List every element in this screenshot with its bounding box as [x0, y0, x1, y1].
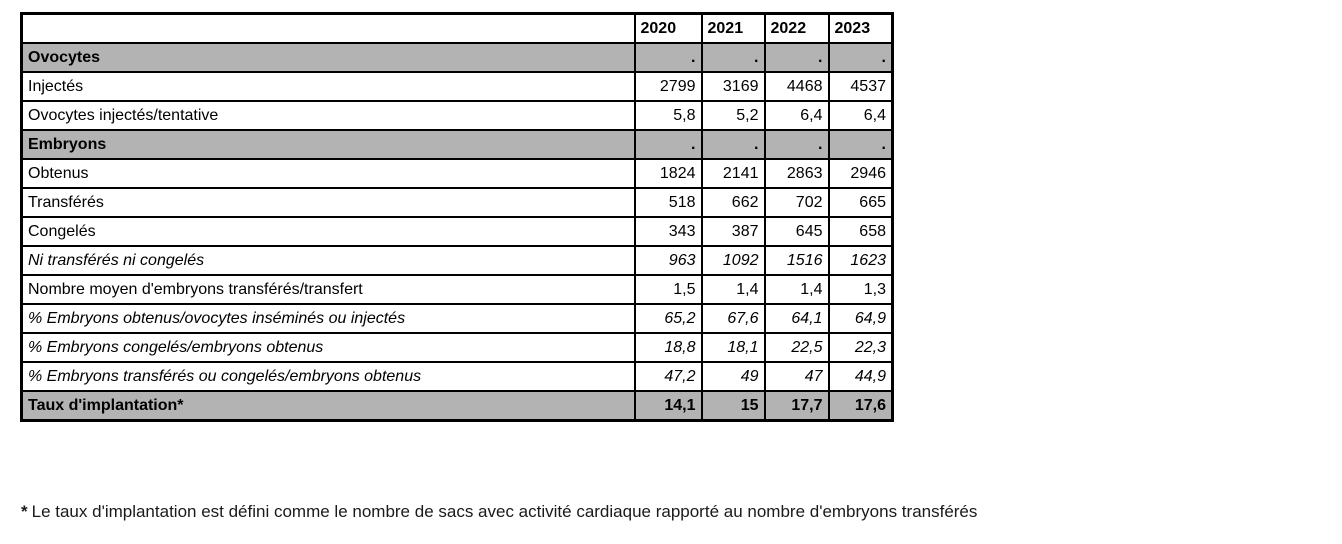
value-cell-2022: 22,5	[763, 332, 830, 363]
value-cell-2020: 518	[633, 187, 703, 218]
value-cell-2020: 18,8	[633, 332, 703, 363]
footnote-asterisk: *	[21, 502, 28, 521]
value-cell-2021: 1092	[700, 245, 766, 276]
value-cell-2023: 1,3	[827, 274, 894, 305]
table-row-5: Transférés 518 662 702 665	[20, 187, 894, 218]
value-cell-2022: 1516	[763, 245, 830, 276]
value-cell-2021: 2141	[700, 158, 766, 189]
value-cell-2022: .	[763, 42, 830, 73]
table-row-2: Ovocytes injectés/tentative 5,8 5,2 6,4 6,4	[20, 100, 894, 131]
value-cell-2023: 44,9	[827, 361, 894, 392]
value-cell-2023: .	[827, 129, 894, 160]
value-cell-2021: 387	[700, 216, 766, 247]
value-cell-2020: .	[633, 129, 703, 160]
value-cell-2023: 2946	[827, 158, 894, 189]
value-cell-2022: 702	[763, 187, 830, 218]
table-row-9: % Embryons obtenus/ovocytes inséminés ou…	[20, 303, 894, 334]
table-header-row: 2020 2021 2022 2023	[20, 12, 894, 44]
corner-cell	[20, 12, 636, 44]
table-row-1: Injectés 2799 3169 4468 4537	[20, 71, 894, 102]
value-cell-2021: 49	[700, 361, 766, 392]
table-row-12: Taux d'implantation* 14,1 15 17,7 17,6	[20, 390, 894, 422]
row-label: Embryons	[20, 129, 636, 160]
year-header-2022: 2022	[763, 12, 830, 44]
value-cell-2023: 665	[827, 187, 894, 218]
value-cell-2020: 5,8	[633, 100, 703, 131]
table-row-3: Embryons....	[20, 129, 894, 160]
value-cell-2020: 2799	[633, 71, 703, 102]
row-label: Congelés	[20, 216, 636, 247]
row-label: Ovocytes injectés/tentative	[20, 100, 636, 131]
table-row-0: Ovocytes....	[20, 42, 894, 73]
table-row-8: Nombre moyen d'embryons transférés/trans…	[20, 274, 894, 305]
data-table: 2020 2021 2022 2023 Ovocytes.... Injectés 2799…	[20, 12, 894, 422]
value-cell-2023: 1623	[827, 245, 894, 276]
value-cell-2022: 2863	[763, 158, 830, 189]
row-label: Ni transférés ni congelés	[20, 245, 636, 276]
footnote: * Le taux d'implantation est défini comme…	[21, 502, 977, 522]
value-cell-2020: 14,1	[633, 390, 703, 422]
table-row-7: Ni transférés ni congelés 963 1092 1516 1623	[20, 245, 894, 276]
value-cell-2022: .	[763, 129, 830, 160]
year-header-2020: 2020	[633, 12, 703, 44]
row-label: Ovocytes	[20, 42, 636, 73]
value-cell-2023: 4537	[827, 71, 894, 102]
value-cell-2020: .	[633, 42, 703, 73]
value-cell-2023: 658	[827, 216, 894, 247]
value-cell-2023: 17,6	[827, 390, 894, 422]
value-cell-2020: 343	[633, 216, 703, 247]
value-cell-2022: 17,7	[763, 390, 830, 422]
value-cell-2021: 15	[700, 390, 766, 422]
row-label: % Embryons transférés ou congelés/embryo…	[20, 361, 636, 392]
year-header-2023: 2023	[827, 12, 894, 44]
value-cell-2021: 3169	[700, 71, 766, 102]
value-cell-2021: .	[700, 129, 766, 160]
table-row-4: Obtenus 1824 2141 2863 2946	[20, 158, 894, 189]
table-row-11: % Embryons transférés ou congelés/embryo…	[20, 361, 894, 392]
stats-table-container: 2020 2021 2022 2023 Ovocytes.... Injectés 2799…	[20, 12, 894, 422]
value-cell-2021: 67,6	[700, 303, 766, 334]
value-cell-2020: 47,2	[633, 361, 703, 392]
table-row-10: % Embryons congelés/embryons obtenus 18,8…	[20, 332, 894, 363]
value-cell-2022: 64,1	[763, 303, 830, 334]
year-header-2021: 2021	[700, 12, 766, 44]
value-cell-2023: 6,4	[827, 100, 894, 131]
value-cell-2020: 963	[633, 245, 703, 276]
footnote-text: Le taux d'implantation est défini comme …	[31, 502, 978, 521]
row-label: Obtenus	[20, 158, 636, 189]
row-label: Transférés	[20, 187, 636, 218]
row-label: % Embryons congelés/embryons obtenus	[20, 332, 636, 363]
row-label: Nombre moyen d'embryons transférés/trans…	[20, 274, 636, 305]
value-cell-2023: .	[827, 42, 894, 73]
value-cell-2023: 22,3	[827, 332, 894, 363]
value-cell-2020: 1,5	[633, 274, 703, 305]
value-cell-2022: 47	[763, 361, 830, 392]
value-cell-2023: 64,9	[827, 303, 894, 334]
value-cell-2021: 1,4	[700, 274, 766, 305]
value-cell-2021: .	[700, 42, 766, 73]
value-cell-2022: 645	[763, 216, 830, 247]
row-label: Taux d'implantation*	[20, 390, 636, 422]
value-cell-2022: 4468	[763, 71, 830, 102]
value-cell-2020: 65,2	[633, 303, 703, 334]
row-label: Injectés	[20, 71, 636, 102]
value-cell-2022: 1,4	[763, 274, 830, 305]
value-cell-2020: 1824	[633, 158, 703, 189]
value-cell-2021: 5,2	[700, 100, 766, 131]
row-label: % Embryons obtenus/ovocytes inséminés ou…	[20, 303, 636, 334]
table-row-6: Congelés 343 387 645 658	[20, 216, 894, 247]
value-cell-2021: 18,1	[700, 332, 766, 363]
value-cell-2022: 6,4	[763, 100, 830, 131]
value-cell-2021: 662	[700, 187, 766, 218]
